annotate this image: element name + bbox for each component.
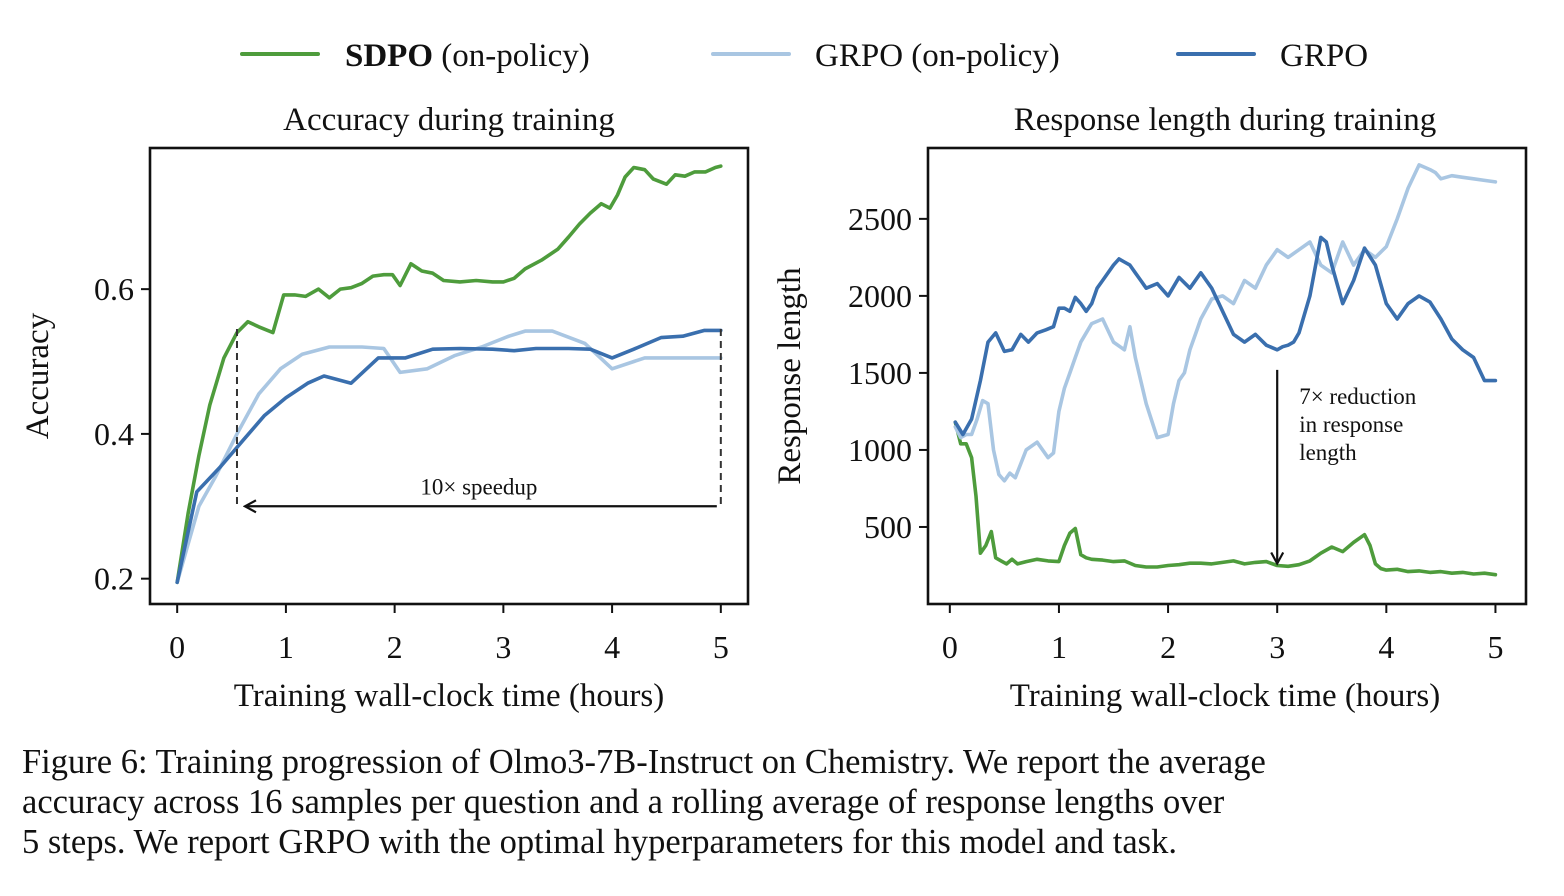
response-length-chart: Response length during training 0 1 2 3 4 5 50…: [772, 102, 1528, 714]
legend-name-sdpo: SDPO: [345, 38, 433, 74]
accuracy-x-tick-label: 5: [713, 629, 729, 665]
reduction-annotation-line: 7× reduction: [1299, 384, 1417, 409]
response-length-x-tick-label: 5: [1487, 629, 1503, 665]
reduction-annotation-line: length: [1299, 440, 1357, 465]
legend-suffix-sdpo: (on-policy): [433, 38, 590, 74]
caption-line: 5 steps. We report GRPO with the optimal…: [22, 823, 1177, 861]
response-length-x-tick-label: 0: [942, 629, 958, 665]
accuracy-chart: Accuracy during training 0 1 2 3 4 5 0.2 0.4 0.6…: [20, 102, 750, 714]
response-length-y-tick-label: 1000: [848, 432, 912, 468]
reduction-annotation: 7× reduction in response length: [1299, 384, 1417, 465]
legend-label-grpo-on-policy: GRPO (on-policy): [815, 38, 1060, 74]
accuracy-series-grpo-on-policy: [175, 329, 723, 585]
response-length-plot-frame: [926, 146, 1528, 606]
response-length-chart-title: Response length during training: [1014, 102, 1437, 138]
response-length-y-tick-label: 2000: [848, 278, 912, 314]
accuracy-x-tick-label: 1: [278, 629, 294, 665]
accuracy-chart-title: Accuracy during training: [283, 102, 615, 138]
accuracy-x-tick-label: 3: [495, 629, 511, 665]
figure-caption: Figure 6: Training progression of Olmo3-…: [22, 742, 1532, 862]
response-length-x-axis-title: Training wall-clock time (hours): [1010, 678, 1440, 714]
accuracy-x-tick-label: 4: [604, 629, 620, 665]
response-length-y-tick-label: 2500: [848, 201, 912, 237]
accuracy-x-tick-label: 2: [387, 629, 403, 665]
response-length-plot-area: 0 1 2 3 4 5 500 1000 1500 2000 2500 7× reduction in …: [848, 146, 1528, 665]
legend-entry-grpo: GRPO: [1176, 38, 1368, 74]
accuracy-series-grpo: [175, 328, 723, 585]
response-length-x-tick-label: 3: [1269, 629, 1285, 665]
accuracy-x-axis-title: Training wall-clock time (hours): [234, 678, 664, 714]
accuracy-y-axis-title: Accuracy: [20, 312, 56, 439]
response-length-y-tick-label: 1500: [848, 355, 912, 391]
response-length-series-grpo: [953, 235, 1498, 437]
legend-entry-sdpo: SDPO (on-policy): [240, 38, 590, 74]
response-length-y-tick-label: 500: [864, 509, 912, 545]
response-length-x-tick-label: 1: [1051, 629, 1067, 665]
legend: SDPO (on-policy) GRPO (on-policy) GRPO: [240, 38, 1368, 74]
response-length-y-axis-title: Response length: [772, 267, 808, 485]
legend-label-grpo: GRPO: [1280, 38, 1368, 74]
response-length-series-grpo-on-policy: [953, 163, 1498, 483]
reduction-annotation-line: in response: [1299, 412, 1403, 437]
speedup-annotation: 10× speedup: [420, 474, 537, 499]
response-length-series-sdpo-on-policy: [953, 420, 1498, 577]
accuracy-y-tick-label: 0.6: [94, 271, 134, 307]
accuracy-plot-frame: [148, 146, 750, 606]
accuracy-x-tick-label: 0: [169, 629, 185, 665]
accuracy-y-tick-label: 0.2: [94, 561, 134, 597]
figure: SDPO (on-policy) GRPO (on-policy) GRPO A…: [20, 38, 1528, 714]
caption-line: Figure 6: Training progression of Olmo3-…: [22, 743, 1266, 781]
legend-label-sdpo: SDPO (on-policy): [345, 38, 590, 74]
accuracy-plot-area: 0 1 2 3 4 5 0.2 0.4 0.6 10× speedup: [94, 146, 750, 665]
caption-line: accuracy across 16 samples per question …: [22, 783, 1225, 821]
accuracy-y-tick-label: 0.4: [94, 416, 134, 452]
response-length-x-tick-label: 2: [1160, 629, 1176, 665]
legend-entry-grpo-on-policy: GRPO (on-policy): [711, 38, 1060, 74]
accuracy-series-sdpo-on-policy: [175, 164, 723, 585]
response-length-x-tick-label: 4: [1378, 629, 1394, 665]
